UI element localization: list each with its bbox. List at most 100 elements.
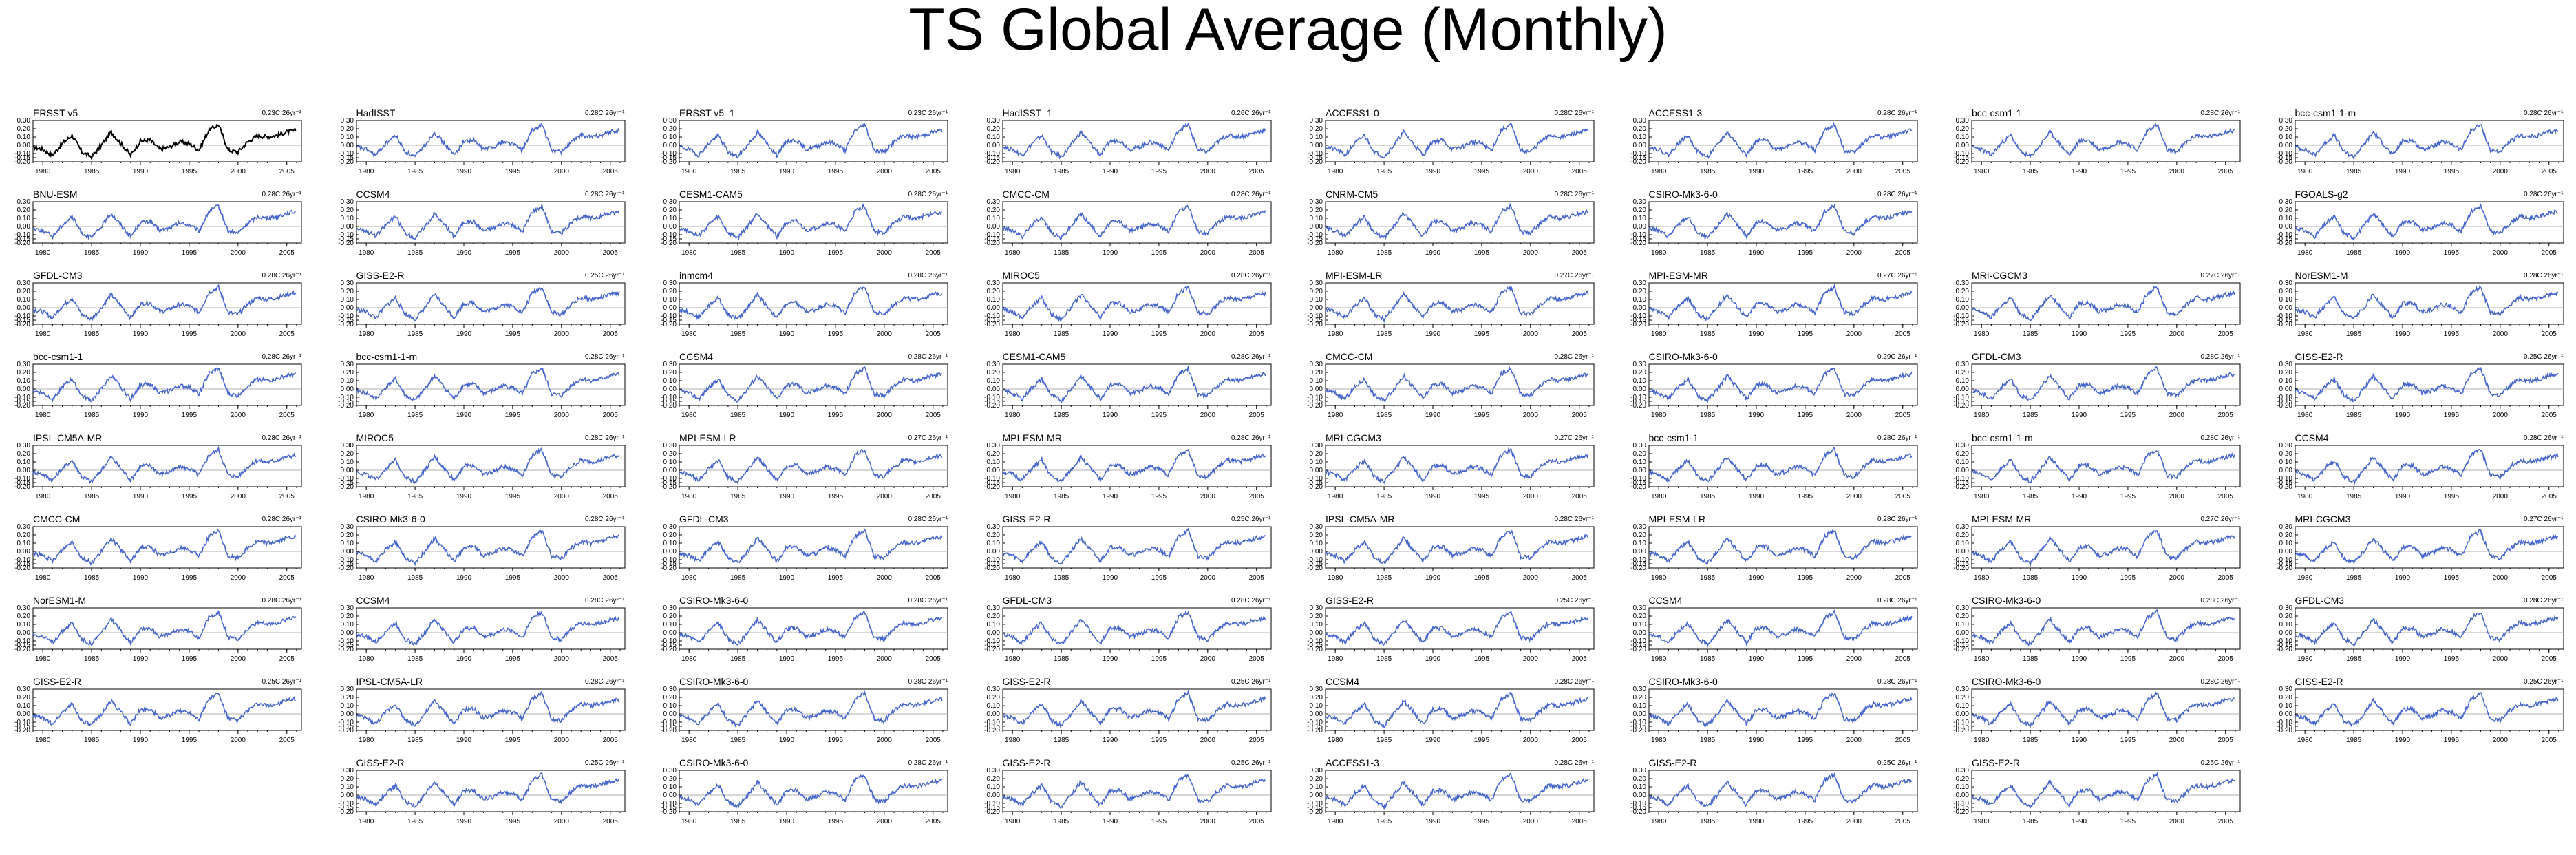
y-tick-label: 0.30	[340, 686, 354, 693]
y-tick-label: 0.20	[986, 775, 1000, 783]
chart-panel: NorESM1-M 0.28C 26yr⁻¹ -0.20 -0.15 -0.10 0.00…	[2277, 270, 2564, 348]
y-tick-label: 0.10	[1632, 215, 1646, 222]
x-tick-label: 2005	[2218, 737, 2234, 744]
series-line	[1325, 121, 1589, 159]
plot-frame	[32, 526, 302, 569]
y-tick-label: -0.15	[1953, 642, 1969, 649]
y-tick-label: -0.15	[338, 723, 354, 730]
series-line	[1648, 203, 1912, 240]
x-tick-label: 1985	[407, 249, 423, 257]
x-tick-label: 1980	[35, 168, 51, 176]
panel-title: MIROC5	[1002, 270, 1040, 281]
series-line	[32, 528, 297, 567]
x-tick-label: 1985	[2345, 737, 2361, 744]
x-tick-label: 1995	[828, 493, 844, 500]
y-tick-label: -0.10	[1307, 556, 1323, 564]
y-tick-label: -0.10	[338, 394, 354, 401]
x-tick-label: 1985	[1376, 818, 1392, 825]
x-tick-label: 2005	[1248, 737, 1264, 744]
y-tick-label: -0.10	[2277, 719, 2292, 726]
x-tick-label: 1985	[1376, 493, 1392, 500]
panel-plot: -0.20-0.15-0.100.000.100.200.30 1980 1985 1…	[1307, 361, 1595, 419]
y-tick-label: 0.30	[1632, 604, 1646, 612]
panel-trend-stat: 0.28C 26yr⁻¹	[1554, 678, 1594, 686]
y-tick-label: -0.15	[1953, 560, 1969, 568]
plot-frame	[2295, 526, 2564, 569]
panel-title: CCSM4	[2295, 432, 2329, 443]
y-tick-label: -0.20	[1307, 240, 1323, 247]
x-tick-label: 2000	[1200, 493, 1215, 500]
panel-plot: -0.20-0.15-0.100.000.100.200.30 1980 1985 1…	[661, 361, 948, 419]
y-tick-label: 0.30	[986, 604, 1000, 612]
y-tick-label: 0.10	[17, 377, 31, 385]
x-tick-label: 1990	[2394, 249, 2410, 257]
y-tick-label: 0.30	[663, 767, 677, 774]
x-tick-label: 1990	[1425, 818, 1441, 825]
panel-title: GFDL-CM3	[33, 270, 83, 281]
y-tick-label: 0.30	[1632, 117, 1646, 125]
y-tick-label: 0.20	[1310, 694, 1323, 701]
panel-plot: -0.20-0.15-0.100.000.100.200.30 1980 1985 1…	[1630, 767, 1917, 825]
chart-panel: NorESM1-M 0.28C 26yr⁻¹ -0.20 -0.15 -0.10 0.00…	[14, 595, 302, 673]
y-tick-label: 0.30	[1310, 279, 1323, 287]
x-tick-label: 1980	[1328, 249, 1343, 257]
panel-title: GISS-E2-R	[33, 676, 82, 687]
x-tick-label: 1995	[828, 818, 844, 825]
panel-title: IPSL-CM5A-MR	[33, 432, 103, 443]
series-line	[1971, 285, 2235, 322]
x-tick-label: 1980	[1651, 818, 1667, 825]
y-tick-label: -0.10	[1307, 394, 1323, 401]
panel-title: IPSL-CM5A-MR	[1326, 514, 1395, 525]
x-tick-label: 2005	[1248, 574, 1264, 582]
y-tick-label: -0.10	[14, 475, 30, 483]
y-tick-label: 0.00	[663, 223, 677, 231]
x-tick-label: 1995	[1797, 818, 1813, 825]
series-line	[355, 447, 619, 485]
plot-frame	[1648, 688, 1917, 731]
x-tick-label: 1990	[1102, 655, 1118, 663]
x-tick-label: 1990	[1425, 330, 1441, 338]
x-tick-label: 2000	[553, 168, 569, 176]
series-line	[1648, 121, 1912, 160]
chart-panel: CSIRO-Mk3-6-0 0.28C 26yr⁻¹ -0.20 -0.15 -0.10…	[1953, 595, 2241, 673]
x-tick-label: 1985	[1053, 655, 1069, 663]
x-tick-label: 2005	[602, 330, 618, 338]
x-tick-label: 2000	[2169, 818, 2185, 825]
panel-plot: -0.20-0.15-0.100.000.100.200.30 1980 1985 1…	[338, 686, 625, 744]
x-tick-label: 1985	[2023, 574, 2039, 582]
series-line	[32, 693, 297, 727]
panel-trend-stat: 0.27C 26yr⁻¹	[1554, 272, 1594, 279]
y-tick-label: -0.20	[14, 402, 30, 410]
y-tick-label: -0.15	[1953, 398, 1969, 405]
x-tick-label: 1995	[1797, 493, 1813, 500]
y-tick-label: 0.00	[986, 548, 1000, 556]
y-tick-label: 0.30	[17, 198, 31, 206]
y-tick-label: 0.20	[1310, 613, 1323, 620]
x-tick-label: 2005	[1572, 168, 1588, 176]
y-tick-label: -0.10	[1630, 313, 1646, 320]
x-tick-label: 1995	[1797, 412, 1813, 419]
y-tick-label: 0.30	[1310, 523, 1323, 531]
y-tick-label: -0.20	[1307, 483, 1323, 491]
y-tick-label: -0.10	[1307, 150, 1323, 158]
x-tick-label: 1995	[1474, 493, 1490, 500]
panel-plot: -0.20-0.15-0.100.000.100.200.30 1980 1985 1…	[1630, 279, 1917, 338]
y-tick-label: -0.20	[984, 240, 1000, 247]
x-tick-label: 1990	[1102, 737, 1118, 744]
x-tick-label: 2005	[2218, 493, 2234, 500]
x-tick-label: 1995	[1474, 574, 1490, 582]
panel-title: CCSM4	[679, 351, 714, 362]
panel-trend-stat: 0.28C 26yr⁻¹	[262, 434, 301, 442]
x-tick-label: 2005	[926, 818, 941, 825]
y-tick-label: 0.10	[986, 134, 1000, 141]
chart-panel: CSIRO-Mk3-6-0 0.28C 26yr⁻¹ -0.20 -0.15 -0.10…	[1630, 189, 1917, 266]
y-tick-label: 0.00	[663, 548, 677, 556]
x-tick-label: 2005	[1248, 412, 1264, 419]
x-tick-label: 1980	[1974, 168, 1990, 176]
x-tick-label: 2005	[1572, 412, 1588, 419]
panel-title: CMCC-CM	[1002, 189, 1050, 200]
series-line	[679, 528, 943, 564]
x-tick-label: 2000	[1523, 493, 1539, 500]
x-tick-label: 1985	[1053, 168, 1069, 176]
x-tick-label: 1990	[779, 818, 795, 825]
